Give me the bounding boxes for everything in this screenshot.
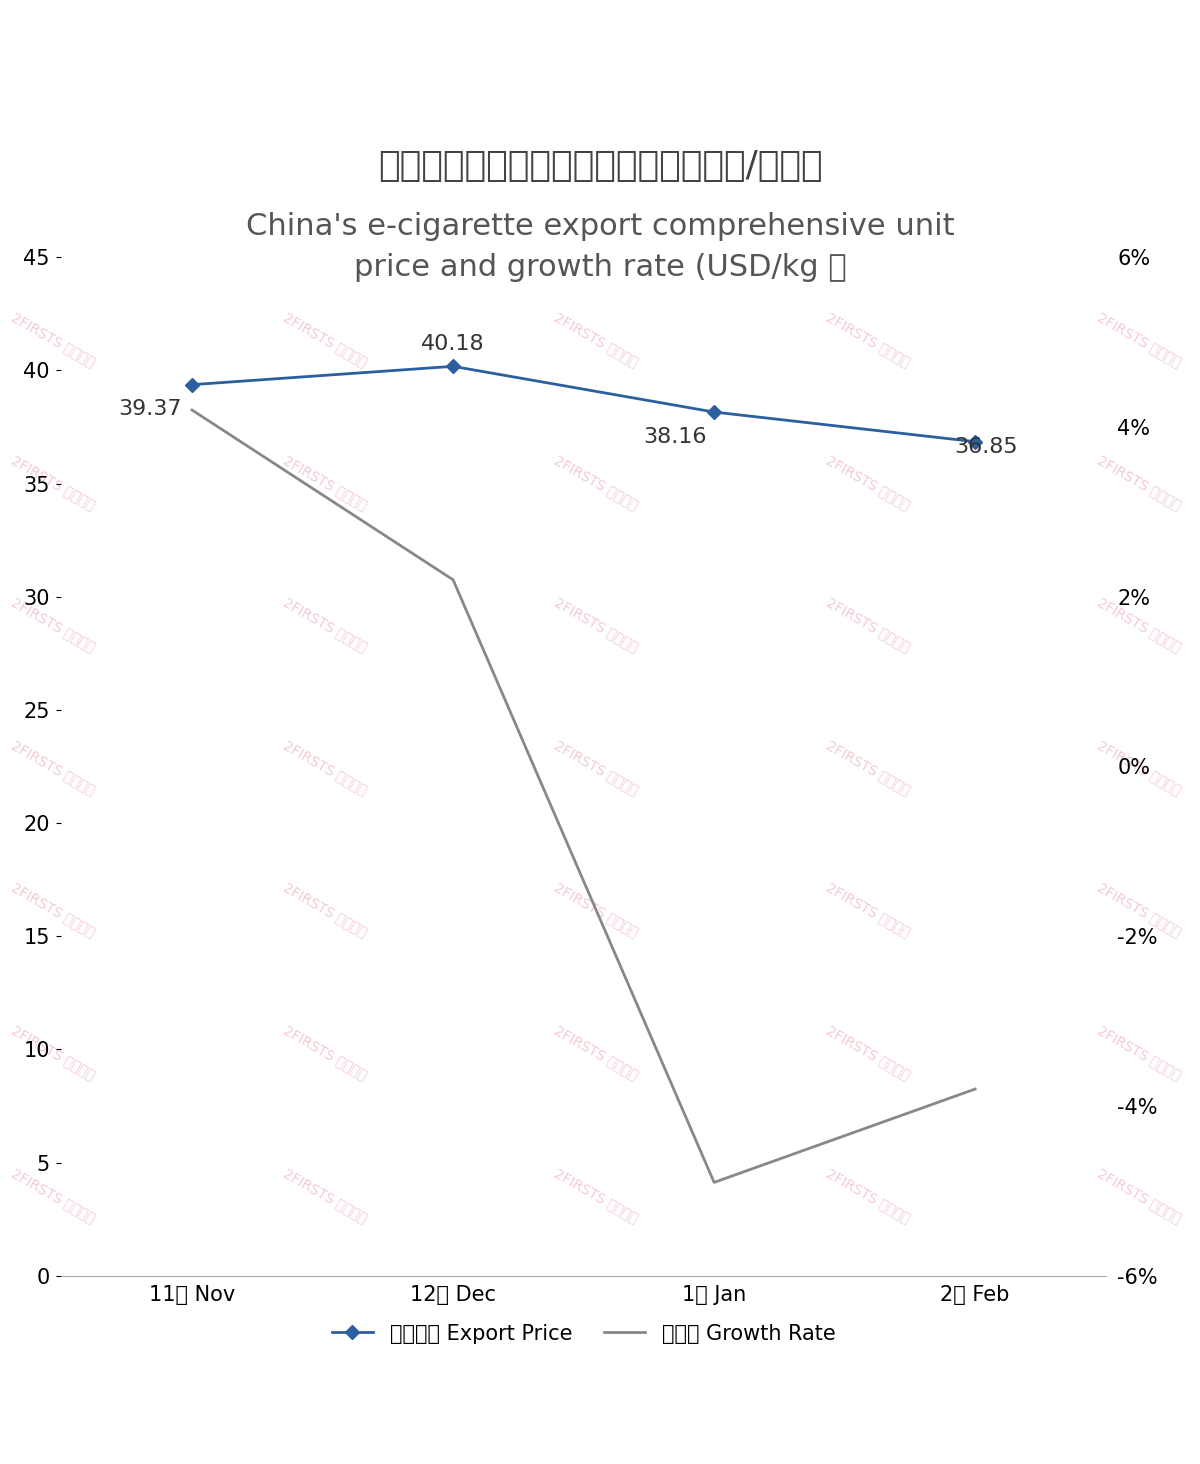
- Text: 2FIRSTS 两个至上: 2FIRSTS 两个至上: [823, 452, 912, 512]
- Text: 2FIRSTS 两个至上: 2FIRSTS 两个至上: [1096, 310, 1184, 369]
- Text: 2FIRSTS 两个至上: 2FIRSTS 两个至上: [1096, 738, 1184, 796]
- Text: 2FIRSTS 两个至上: 2FIRSTS 两个至上: [281, 596, 370, 654]
- Text: 36.85: 36.85: [954, 436, 1018, 457]
- Text: 2FIRSTS 两个至上: 2FIRSTS 两个至上: [281, 452, 370, 512]
- Text: 2FIRSTS 两个至上: 2FIRSTS 两个至上: [10, 310, 98, 369]
- Text: 2FIRSTS 两个至上: 2FIRSTS 两个至上: [823, 738, 912, 796]
- Text: 2FIRSTS 两个至上: 2FIRSTS 两个至上: [281, 738, 370, 796]
- Text: 2FIRSTS 两个至上: 2FIRSTS 两个至上: [10, 452, 98, 512]
- Text: 2FIRSTS 两个至上: 2FIRSTS 两个至上: [1096, 596, 1184, 654]
- Text: 2FIRSTS 两个至上: 2FIRSTS 两个至上: [10, 1165, 98, 1225]
- Text: 2FIRSTS 两个至上: 2FIRSTS 两个至上: [552, 452, 641, 512]
- Text: 2FIRSTS 两个至上: 2FIRSTS 两个至上: [552, 880, 641, 940]
- Text: 2FIRSTS 两个至上: 2FIRSTS 两个至上: [823, 310, 912, 369]
- Text: China's e-cigarette export comprehensive unit
price and growth rate (USD/kg ）: China's e-cigarette export comprehensive…: [246, 212, 954, 281]
- Text: 2FIRSTS 两个至上: 2FIRSTS 两个至上: [281, 880, 370, 940]
- Text: 2FIRSTS 两个至上: 2FIRSTS 两个至上: [552, 596, 641, 654]
- Text: 2FIRSTS 两个至上: 2FIRSTS 两个至上: [1096, 452, 1184, 512]
- Text: 2FIRSTS 两个至上: 2FIRSTS 两个至上: [10, 1023, 98, 1082]
- Text: 38.16: 38.16: [643, 426, 707, 447]
- Text: 2FIRSTS 两个至上: 2FIRSTS 两个至上: [552, 738, 641, 796]
- Text: 2FIRSTS 两个至上: 2FIRSTS 两个至上: [823, 596, 912, 654]
- Text: 2FIRSTS 两个至上: 2FIRSTS 两个至上: [1096, 880, 1184, 940]
- Text: 2FIRSTS 两个至上: 2FIRSTS 两个至上: [552, 1023, 641, 1082]
- Text: 40.18: 40.18: [421, 334, 485, 354]
- Text: 39.37: 39.37: [119, 400, 182, 419]
- Text: 2FIRSTS 两个至上: 2FIRSTS 两个至上: [281, 310, 370, 369]
- Text: 2FIRSTS 两个至上: 2FIRSTS 两个至上: [10, 596, 98, 654]
- Text: 2FIRSTS 两个至上: 2FIRSTS 两个至上: [10, 738, 98, 796]
- Text: 中国电子烟出口综合单价及增速（美元/千克）: 中国电子烟出口综合单价及增速（美元/千克）: [378, 149, 822, 183]
- Text: 2FIRSTS 两个至上: 2FIRSTS 两个至上: [552, 1165, 641, 1225]
- Text: 2FIRSTS 两个至上: 2FIRSTS 两个至上: [281, 1165, 370, 1225]
- Text: 2FIRSTS 两个至上: 2FIRSTS 两个至上: [1096, 1023, 1184, 1082]
- Text: 2FIRSTS 两个至上: 2FIRSTS 两个至上: [281, 1023, 370, 1082]
- Text: 2FIRSTS 两个至上: 2FIRSTS 两个至上: [1096, 1165, 1184, 1225]
- Text: 2FIRSTS 两个至上: 2FIRSTS 两个至上: [10, 880, 98, 940]
- Text: 2FIRSTS 两个至上: 2FIRSTS 两个至上: [823, 1165, 912, 1225]
- Text: 2FIRSTS 两个至上: 2FIRSTS 两个至上: [552, 310, 641, 369]
- Text: 2FIRSTS 两个至上: 2FIRSTS 两个至上: [823, 880, 912, 940]
- Text: 2FIRSTS 两个至上: 2FIRSTS 两个至上: [823, 1023, 912, 1082]
- Legend: 出口单价 Export Price, 增长率 Growth Rate: 出口单价 Export Price, 增长率 Growth Rate: [323, 1315, 844, 1351]
